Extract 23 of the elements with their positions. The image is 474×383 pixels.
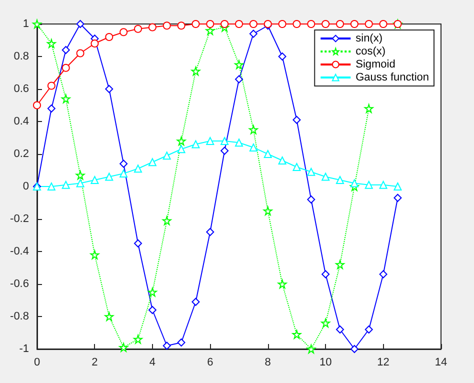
y-tick-label: -1 [19, 343, 29, 355]
y-tick-label: 0.2 [14, 148, 29, 160]
legend-label: Gauss function [356, 72, 429, 84]
legend-label: cos(x) [356, 46, 386, 58]
x-tick-label: 10 [319, 356, 332, 368]
y-tick-label: 0.6 [14, 83, 29, 95]
y-tick-label: 0.4 [14, 116, 29, 128]
x-tick-label: 6 [207, 356, 214, 368]
legend-label: sin(x) [356, 32, 383, 44]
x-tick-label: 14 [434, 356, 448, 368]
y-tick-label: -0.8 [10, 310, 29, 322]
y-tick-label: -0.4 [10, 246, 29, 258]
x-tick-label: 8 [264, 356, 271, 368]
y-tick-label: 1 [22, 18, 29, 30]
legend-label: Sigmoid [356, 58, 396, 70]
y-tick-label: 0 [22, 180, 29, 192]
x-tick-label: 12 [377, 356, 390, 368]
x-tick-label: 0 [34, 356, 40, 368]
y-tick-label: -0.6 [10, 278, 29, 290]
y-tick-label: 0.8 [14, 50, 29, 62]
x-tick-label: 4 [149, 356, 156, 368]
x-tick-label: 2 [92, 356, 98, 368]
y-tick-label: -0.2 [10, 213, 29, 225]
